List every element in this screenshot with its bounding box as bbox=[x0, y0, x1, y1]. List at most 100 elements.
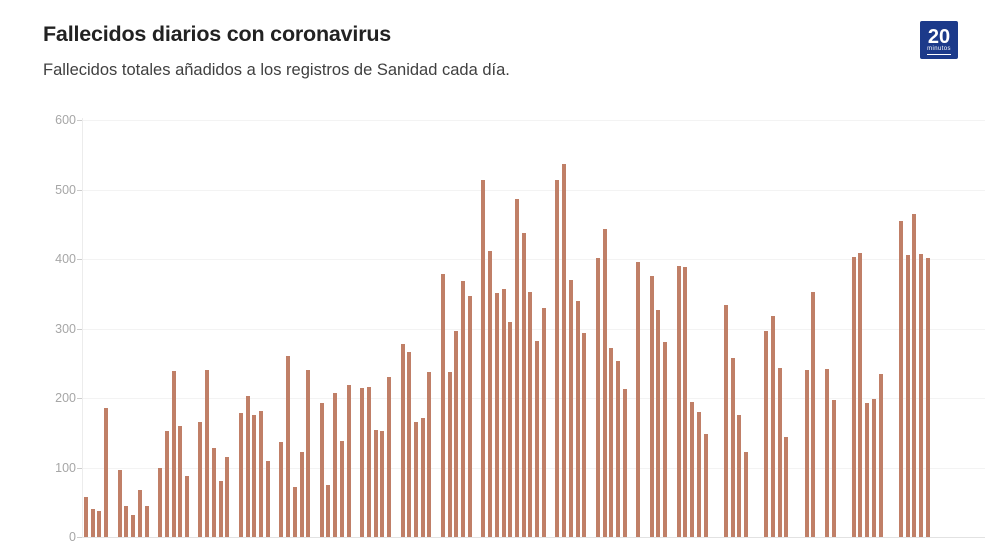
bar bbox=[925, 257, 930, 537]
bar-slot bbox=[824, 368, 829, 537]
bar-slot bbox=[333, 393, 338, 537]
logo-number: 20 bbox=[927, 26, 951, 48]
bar-slot bbox=[164, 430, 169, 537]
chart-title: Fallecidos diarios con coronavirus bbox=[43, 22, 392, 46]
bar bbox=[400, 343, 405, 537]
bar-slot bbox=[515, 199, 519, 537]
bar bbox=[494, 293, 499, 537]
bar-slot bbox=[730, 357, 735, 537]
bar bbox=[238, 413, 243, 537]
bar-slot bbox=[811, 292, 816, 537]
bar-slot bbox=[306, 369, 311, 537]
bar bbox=[811, 292, 816, 537]
bar-slot bbox=[218, 481, 223, 537]
bar-slot bbox=[467, 295, 472, 537]
y-tick-label-200: 200 bbox=[55, 391, 76, 405]
bar-slot bbox=[804, 370, 809, 537]
bar-slot bbox=[723, 304, 728, 537]
bar bbox=[97, 510, 102, 537]
bar bbox=[373, 429, 378, 537]
gridline-300 bbox=[82, 328, 985, 330]
bar bbox=[824, 368, 829, 537]
bar bbox=[185, 475, 190, 537]
bar-slot bbox=[871, 398, 876, 537]
bar-slot bbox=[865, 402, 870, 537]
y-axis-line bbox=[82, 118, 83, 537]
bar-slot bbox=[238, 413, 243, 537]
bar bbox=[131, 514, 136, 537]
bar bbox=[178, 425, 183, 537]
bar bbox=[440, 273, 445, 537]
bar bbox=[454, 330, 459, 537]
bar bbox=[696, 411, 701, 537]
bar-slot bbox=[663, 342, 668, 537]
bar-slot bbox=[178, 425, 183, 537]
bar-slot bbox=[225, 457, 230, 537]
bar-slot bbox=[602, 229, 607, 537]
y-tick-label-0: 0 bbox=[69, 530, 76, 544]
y-tick-400 bbox=[77, 259, 82, 260]
bars-container bbox=[84, 120, 930, 537]
bar bbox=[481, 180, 486, 537]
bar bbox=[292, 486, 297, 537]
bar-slot bbox=[286, 355, 291, 537]
bar-slot bbox=[568, 279, 573, 537]
bar bbox=[515, 199, 519, 537]
bar bbox=[508, 322, 513, 537]
bar bbox=[528, 292, 533, 537]
bar-slot bbox=[582, 332, 587, 537]
bar bbox=[656, 310, 661, 537]
bar bbox=[346, 384, 351, 537]
bar-slot bbox=[380, 431, 385, 537]
bar-slot bbox=[521, 233, 526, 537]
bar-slot bbox=[555, 180, 560, 537]
bar bbox=[164, 430, 169, 537]
bar-slot bbox=[407, 352, 412, 537]
20minutos-logo[interactable]: 20 minutos bbox=[920, 21, 958, 59]
bar bbox=[831, 400, 836, 537]
bar-slot bbox=[851, 256, 856, 537]
bar bbox=[743, 451, 748, 537]
bar-slot bbox=[508, 322, 513, 537]
bar-slot bbox=[743, 451, 748, 537]
bar bbox=[703, 434, 708, 537]
bar bbox=[319, 402, 324, 537]
bar bbox=[245, 395, 250, 537]
bar-slot bbox=[636, 261, 641, 537]
bar bbox=[770, 316, 775, 537]
bar-slot bbox=[252, 415, 257, 537]
bar bbox=[360, 387, 365, 537]
bar bbox=[306, 369, 311, 537]
bar-slot bbox=[481, 180, 486, 537]
y-tick-label-100: 100 bbox=[55, 460, 76, 475]
chart-subtitle: Fallecidos totales añadidos a los regist… bbox=[43, 61, 510, 79]
bar-slot bbox=[919, 254, 924, 537]
gridline-400 bbox=[82, 259, 985, 260]
bar bbox=[871, 398, 876, 537]
bar bbox=[420, 418, 425, 537]
bar-slot bbox=[831, 400, 836, 537]
bar-slot bbox=[366, 386, 371, 537]
bar-slot bbox=[696, 411, 701, 537]
bar bbox=[265, 460, 270, 537]
bar bbox=[259, 411, 264, 537]
bar bbox=[198, 421, 203, 537]
bar-slot bbox=[339, 441, 344, 537]
bar bbox=[488, 250, 493, 537]
bar-slot bbox=[205, 369, 210, 537]
bar bbox=[609, 347, 614, 537]
bar bbox=[339, 441, 344, 537]
bar bbox=[366, 386, 371, 537]
bar bbox=[380, 431, 385, 537]
bar-slot bbox=[319, 402, 324, 537]
bar-slot bbox=[279, 441, 284, 537]
bar bbox=[595, 257, 600, 537]
bar-slot bbox=[488, 250, 493, 537]
bar-slot bbox=[878, 374, 883, 537]
bar-slot bbox=[420, 418, 425, 537]
bar-slot bbox=[575, 301, 580, 537]
bar bbox=[602, 229, 607, 537]
bar bbox=[413, 421, 418, 537]
bar-slot bbox=[461, 281, 466, 537]
bar bbox=[535, 341, 540, 537]
